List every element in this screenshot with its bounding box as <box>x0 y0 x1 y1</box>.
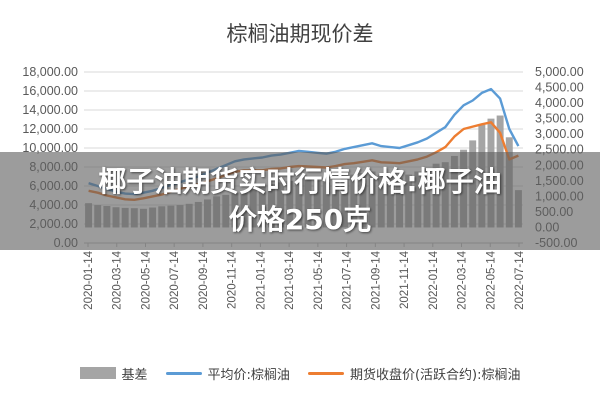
legend-label-basis: 基差 <box>121 367 148 383</box>
y-right-tick-label: 5,000.00 <box>535 65 584 79</box>
x-tick-label: 2020-05-14 <box>140 250 152 309</box>
y-right-tick-label: 4,500.00 <box>535 81 584 95</box>
y-left-tick-label: 14,000.00 <box>22 103 78 117</box>
y-left-tick-label: 16,000.00 <box>22 84 78 98</box>
y-left-tick-label: 10,000.00 <box>22 141 78 155</box>
x-tick-label: 2021-01-14 <box>255 250 267 309</box>
banner-line-2: 价格250克 <box>228 203 372 236</box>
y-left-tick-label: 12,000.00 <box>22 122 78 136</box>
legend-item-futures-close: 期货收盘价(活跃合约):棕榈油 <box>307 364 521 383</box>
y-left-tick-label: 18,000.00 <box>22 65 78 79</box>
x-tick-label: 2022-07-14 <box>514 250 526 309</box>
y-right-tick-label: 3,000.00 <box>535 127 584 141</box>
x-tick-label: 2022-03-14 <box>457 250 469 309</box>
legend-swatch-futures-close <box>307 371 344 375</box>
legend-swatch-avg-price <box>165 371 202 375</box>
overlay-banner <box>0 152 600 250</box>
x-tick-label: 2021-09-14 <box>370 250 382 309</box>
legend-item-avg-price: 平均价:棕榈油 <box>165 364 290 383</box>
x-tick-label: 2020-01-14 <box>83 250 95 309</box>
legend-swatch-basis <box>79 367 116 379</box>
legend-item-basis: 基差 <box>79 364 148 383</box>
x-tick-label: 2021-07-14 <box>342 250 354 309</box>
banner-line-1: 椰子油期货实时行情价格:椰子油 <box>98 165 502 198</box>
chart-legend: 基差 平均价:棕榈油 期货收盘价(活跃合约):棕榈油 <box>0 358 600 388</box>
legend-label-avg-price: 平均价:棕榈油 <box>207 367 290 383</box>
x-tick-label: 2021-05-14 <box>313 250 325 309</box>
y-right-tick-label: 3,500.00 <box>535 112 584 126</box>
x-tick-label: 2020-09-14 <box>198 250 210 309</box>
x-tick-label: 2020-07-14 <box>169 250 181 309</box>
chart-title: 棕榈油期现价差 <box>226 22 374 46</box>
x-tick-label: 2022-05-14 <box>485 250 497 309</box>
x-tick-label: 2020-11-14 <box>227 250 239 309</box>
y-right-tick-label: 4,000.00 <box>535 96 584 110</box>
x-tick-label: 2020-03-14 <box>112 250 124 309</box>
x-tick-label: 2021-11-14 <box>399 250 411 309</box>
legend-label-futures-close: 期货收盘价(活跃合约):棕榈油 <box>349 367 521 383</box>
overlay-banner-text: 椰子油期货实时行情价格:椰子油 价格250克 <box>0 163 600 239</box>
x-tick-label: 2021-03-14 <box>284 250 296 309</box>
x-axis: 2020-01-14 2020-03-14 2020-05-14 2020-07-14… <box>83 242 526 310</box>
x-tick-label: 2022-01-14 <box>428 250 440 309</box>
